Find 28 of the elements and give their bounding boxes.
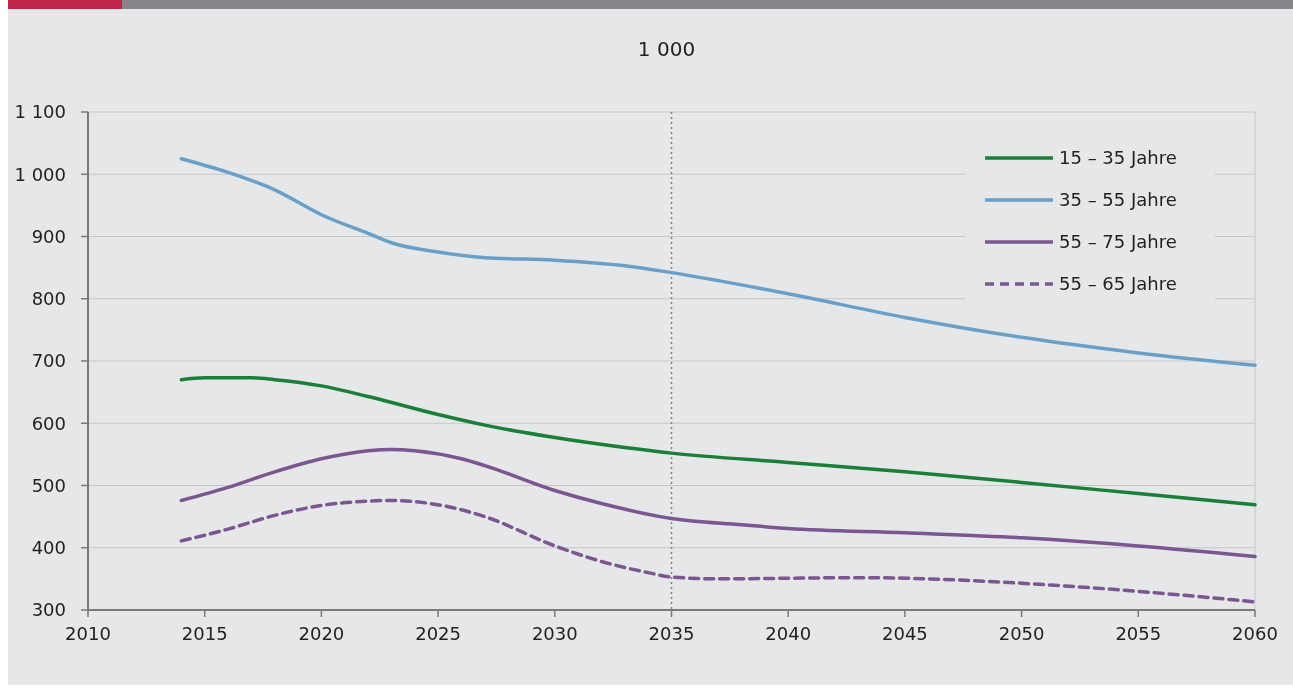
- line-series: [179, 376, 1257, 507]
- x-tick-label: 2040: [765, 623, 812, 644]
- x-tick-label: 2030: [531, 623, 578, 644]
- x-tick-label: 2035: [648, 623, 695, 644]
- x-tick-label: 2020: [298, 623, 345, 644]
- y-tick-label: 600: [31, 412, 66, 434]
- legend-label: 55 – 65 Jahre: [1059, 273, 1177, 295]
- x-tick-label: 2015: [181, 623, 228, 644]
- chart-title: 1 000: [637, 37, 696, 61]
- x-tick-label: 2055: [1115, 623, 1162, 644]
- x-tick-label: 2045: [881, 623, 928, 644]
- x-tick-label: 2010: [65, 623, 111, 644]
- y-tick-label: 800: [31, 288, 66, 310]
- y-tick-label: 500: [31, 474, 66, 496]
- y-tick-label: 700: [31, 350, 66, 372]
- x-tick-label: 2050: [998, 623, 1045, 644]
- x-tick-label: 2060: [1232, 623, 1278, 644]
- legend-label: 35 – 55 Jahre: [1059, 189, 1177, 211]
- legend-label: 15 – 35 Jahre: [1059, 147, 1177, 169]
- x-tick-label: 2025: [415, 623, 462, 644]
- y-tick-label: 1 100: [14, 101, 66, 123]
- y-tick-label: 400: [31, 537, 66, 559]
- line-series: [179, 498, 1257, 604]
- legend-label: 55 – 75 Jahre: [1059, 231, 1177, 253]
- y-tick-label: 1 000: [14, 163, 66, 185]
- line-series: [179, 447, 1257, 559]
- y-tick-label: 900: [31, 225, 66, 247]
- y-tick-label: 300: [31, 599, 66, 621]
